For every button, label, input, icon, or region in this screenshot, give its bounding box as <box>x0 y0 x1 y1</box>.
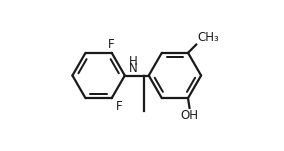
Text: N: N <box>129 62 137 75</box>
Text: CH₃: CH₃ <box>197 31 219 44</box>
Text: H: H <box>129 55 137 68</box>
Text: OH: OH <box>181 109 199 122</box>
Text: F: F <box>116 100 123 113</box>
Text: F: F <box>108 38 114 51</box>
